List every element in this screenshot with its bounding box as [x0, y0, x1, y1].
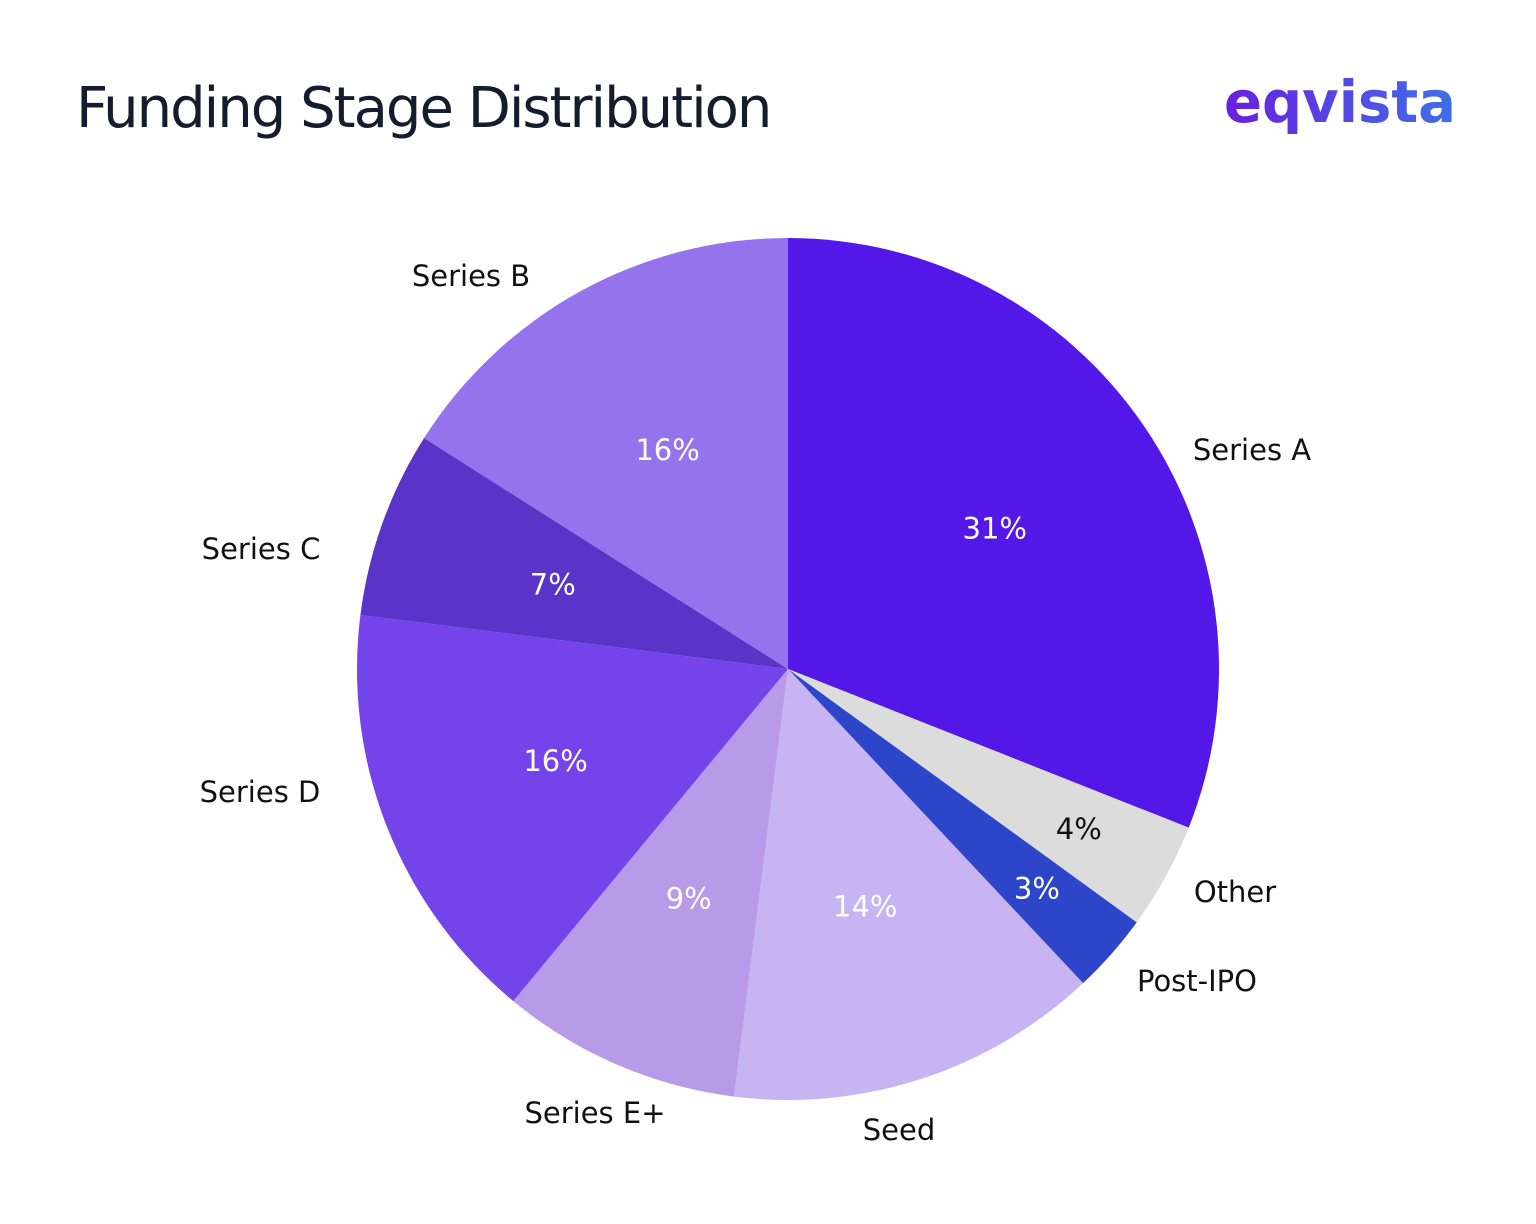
- eqvista-logo: eqvista: [1224, 68, 1456, 136]
- pie-value-label: 3%: [1014, 871, 1060, 905]
- pie-slice-seed: [733, 669, 1084, 1100]
- pie-category-label: Series E+: [524, 1096, 665, 1130]
- pie-slice-post-ipo: [788, 669, 1137, 984]
- pie-category-label: Other: [1194, 875, 1276, 909]
- pie-value-label: 4%: [1056, 812, 1102, 846]
- pie-value-label: 14%: [833, 890, 897, 924]
- pie-category-label: Series C: [202, 532, 321, 566]
- pie-slice-series-a: [788, 238, 1219, 828]
- pie-slices: [357, 237, 1219, 1100]
- logo-wordmark: eqvista: [1224, 68, 1456, 136]
- pie-slice-other: [788, 669, 1189, 923]
- pie-value-label: 31%: [963, 511, 1027, 545]
- pie-slice-series-c: [360, 438, 788, 669]
- pie-value-labels: 31% 4% 3% 14% 9% 16% 7% 16%: [523, 433, 1101, 924]
- pie-value-label: 16%: [523, 744, 587, 778]
- pie-value-label: 16%: [635, 433, 699, 467]
- pie-slice-series-e-: [513, 669, 788, 1097]
- pie-value-label: 9%: [666, 881, 712, 915]
- pie-category-label: Seed: [863, 1113, 936, 1147]
- page-title: Funding Stage Distribution: [76, 76, 772, 141]
- pie-category-label: Post-IPO: [1137, 964, 1257, 998]
- pie-slice-series-d: [357, 614, 788, 1002]
- pie-category-label: Series B: [412, 259, 530, 293]
- pie-slice-series-b: [424, 237, 788, 669]
- pie-category-labels: Series A Other Post-IPO Seed Series E+ Series…: [200, 259, 1312, 1147]
- pie-category-label: Series A: [1193, 433, 1311, 467]
- pie-value-label: 7%: [530, 567, 576, 601]
- pie-category-label: Series D: [200, 775, 321, 809]
